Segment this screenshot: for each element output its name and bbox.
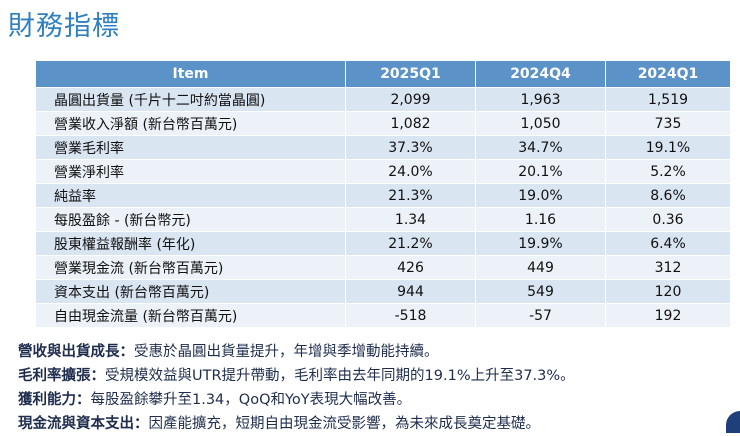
cell: 19.0% [475,183,606,208]
row-label: 自由現金流量 (新台幣百萬元) [35,303,346,328]
table-row: 自由現金流量 (新台幣百萬元) -518 -57 192 [35,303,731,328]
row-label: 晶圓出貨量 (千片十二吋約當晶圓) [35,87,346,112]
cell: 8.6% [605,183,731,208]
cell: 1.34 [345,207,476,232]
cell: 312 [605,255,731,280]
cell: 20.1% [475,159,606,184]
note-label: 毛利率擴張： [18,368,105,384]
cell: 1,050 [475,111,606,136]
cell: 426 [345,255,476,280]
header-row: Item 2025Q1 2024Q4 2024Q1 [35,60,731,88]
row-label: 每股盈餘 - (新台幣元) [35,207,346,232]
table-row: 營業淨利率 24.0% 20.1% 5.2% [35,159,731,184]
note-text: 因產能擴充，短期自由現金流受影響，為未來成長奠定基礎。 [148,416,541,432]
logo [726,411,740,433]
cell: 735 [605,111,731,136]
cell: 449 [475,255,606,280]
cell: 1.16 [475,207,606,232]
note-text: 受惠於晶圓出貨量提升，年增與季增動能持續。 [134,344,439,360]
table-row: 股東權益報酬率 (年化) 21.2% 19.9% 6.4% [35,231,731,256]
cell: 5.2% [605,159,731,184]
table-body: 晶圓出貨量 (千片十二吋約當晶圓) 2,099 1,963 1,519 營業收入淨額 (… [35,87,731,328]
row-label: 營業收入淨額 (新台幣百萬元) [35,111,346,136]
table-row: 營業現金流 (新台幣百萬元) 426 449 312 [35,255,731,280]
row-label: 營業現金流 (新台幣百萬元) [35,255,346,280]
note-text: 每股盈餘攀升至1.34，QoQ和YoY表現大幅改善。 [90,392,412,408]
table-row: 營業收入淨額 (新台幣百萬元) 1,082 1,050 735 [35,111,731,136]
note: 獲利能力：每股盈餘攀升至1.34，QoQ和YoY表現大幅改善。 [18,388,575,412]
column-header: 2024Q4 [475,60,606,88]
cell: 1,082 [345,111,476,136]
table-row: 營業毛利率 37.3% 34.7% 19.1% [35,135,731,160]
row-label: 股東權益報酬率 (年化) [35,231,346,256]
note-text: 受規模效益與UTR提升帶動，毛利率由去年同期的19.1%上升至37.3%。 [105,368,575,384]
cell: 6.4% [605,231,731,256]
column-header: 2024Q1 [605,60,731,88]
table-row: 晶圓出貨量 (千片十二吋約當晶圓) 2,099 1,963 1,519 [35,87,731,112]
cell: 120 [605,279,731,304]
row-label: 純益率 [35,183,346,208]
cell: 0.36 [605,207,731,232]
table-row: 資本支出 (新台幣百萬元) 944 549 120 [35,279,731,304]
row-label: 資本支出 (新台幣百萬元) [35,279,346,304]
note: 毛利率擴張：受規模效益與UTR提升帶動，毛利率由去年同期的19.1%上升至37.… [18,364,575,388]
cell: 1,963 [475,87,606,112]
row-label: 營業毛利率 [35,135,346,160]
cell: 549 [475,279,606,304]
note: 現金流與資本支出：因產能擴充，短期自由現金流受影響，為未來成長奠定基礎。 [18,412,575,436]
cell: 21.3% [345,183,476,208]
cell: 19.1% [605,135,731,160]
note: 營收與出貨成長：受惠於晶圓出貨量提升，年增與季增動能持續。 [18,340,575,364]
cell: 19.9% [475,231,606,256]
notes: 營收與出貨成長：受惠於晶圓出貨量提升，年增與季增動能持續。 毛利率擴張：受規模效益… [18,340,575,436]
financial-table: Item 2025Q1 2024Q4 2024Q1 晶圓出貨量 (千片十二吋約當晶圓)… [35,60,731,328]
note-label: 營收與出貨成長： [18,344,134,360]
page-title: 財務指標 [8,11,120,42]
cell: -518 [345,303,476,328]
note-label: 獲利能力： [18,392,91,408]
cell: 1,519 [605,87,731,112]
table-row: 純益率 21.3% 19.0% 8.6% [35,183,731,208]
cell: 34.7% [475,135,606,160]
cell: 944 [345,279,476,304]
note-label: 現金流與資本支出： [18,416,149,432]
row-label: 營業淨利率 [35,159,346,184]
cell: 21.2% [345,231,476,256]
cell: 2,099 [345,87,476,112]
cell: -57 [475,303,606,328]
cell: 37.3% [345,135,476,160]
table-row: 每股盈餘 - (新台幣元) 1.34 1.16 0.36 [35,207,731,232]
column-header: 2025Q1 [345,60,476,88]
cell: 192 [605,303,731,328]
cell: 24.0% [345,159,476,184]
column-header: Item [35,60,346,88]
